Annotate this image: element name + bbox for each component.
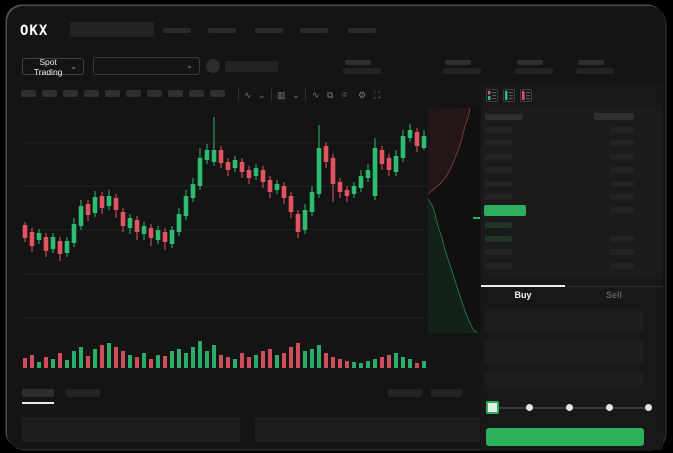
timeframe-button-placeholder[interactable]	[84, 90, 99, 97]
ticker-stat-label-placeholder	[445, 60, 471, 65]
book-view-asks-icon[interactable]	[520, 89, 532, 102]
candle-type-icon[interactable]: ▥	[277, 90, 286, 100]
slider-stop[interactable]	[645, 404, 652, 411]
ask-price-placeholder[interactable]	[485, 127, 512, 133]
snapshot-icon[interactable]: ⌾	[342, 90, 348, 100]
buy-tab-indicator	[481, 285, 565, 287]
bid-price-placeholder[interactable]	[485, 222, 512, 228]
chevron-down-icon[interactable]: ⌄	[292, 90, 300, 100]
book-view-combined-icon[interactable]	[486, 89, 498, 102]
nav-item-placeholder[interactable]	[348, 28, 376, 33]
pair-selector-dropdown[interactable]: ⌄	[93, 57, 200, 75]
pair-name-placeholder	[225, 61, 278, 72]
bottom-panel-placeholder	[22, 417, 240, 442]
ask-amount-placeholder	[610, 181, 634, 187]
tab-divider	[565, 286, 663, 287]
indicator-icon[interactable]: ∿	[312, 90, 320, 100]
ask-amount-placeholder	[610, 127, 634, 133]
bottom-tab-placeholder[interactable]	[66, 389, 100, 397]
ask-price-placeholder[interactable]	[485, 140, 512, 146]
book-header-price-placeholder	[485, 114, 523, 120]
coin-avatar[interactable]	[206, 59, 220, 73]
compare-icon[interactable]: ⧉	[327, 90, 334, 100]
toolbar-divider	[305, 89, 306, 100]
ticker-stat-label-placeholder	[578, 60, 604, 65]
last-price-badge[interactable]	[484, 205, 526, 216]
ticker-stat-label-placeholder	[345, 60, 371, 65]
tab-buy[interactable]: Buy	[514, 290, 532, 300]
ticker-stat-value-placeholder	[576, 68, 614, 74]
ask-price-placeholder[interactable]	[485, 154, 512, 160]
bottom-action-placeholder[interactable]	[431, 389, 462, 397]
okx-logo[interactable]: OKX	[20, 23, 49, 39]
amount-slider-handle[interactable]	[486, 401, 499, 414]
bid-amount-placeholder	[610, 236, 634, 242]
chevron-down-icon[interactable]: ⌄	[258, 90, 266, 100]
bid-price-placeholder[interactable]	[485, 236, 512, 242]
chevron-down-icon: ⌄	[70, 61, 77, 71]
slider-stop[interactable]	[606, 404, 613, 411]
slider-stop[interactable]	[566, 404, 573, 411]
ask-price-placeholder[interactable]	[485, 181, 512, 187]
nav-item-placeholder[interactable]	[163, 28, 191, 33]
bid-price-placeholder[interactable]	[485, 249, 512, 255]
bottom-tab-placeholder[interactable]	[22, 389, 54, 397]
total-input-placeholder[interactable]	[485, 371, 643, 387]
buy-submit-button[interactable]	[486, 428, 644, 446]
ask-price-placeholder[interactable]	[485, 194, 512, 200]
slider-stop[interactable]	[526, 404, 533, 411]
price-input-placeholder[interactable]	[485, 311, 643, 333]
ask-amount-placeholder	[610, 154, 634, 160]
ask-amount-placeholder	[610, 167, 634, 173]
nav-item-placeholder[interactable]	[300, 28, 328, 33]
fullscreen-icon[interactable]: ⛶	[374, 90, 381, 100]
ask-price-placeholder[interactable]	[485, 167, 512, 173]
ticker-stat-value-placeholder	[515, 68, 553, 74]
timeframe-button-placeholder[interactable]	[63, 90, 78, 97]
ticker-stat-label-placeholder	[517, 60, 543, 65]
timeframe-button-placeholder[interactable]	[105, 90, 120, 97]
market-type-label: Spot Trading	[33, 56, 63, 77]
ask-amount-placeholder	[610, 194, 634, 200]
bid-amount-placeholder	[610, 263, 634, 269]
toolbar-divider	[271, 89, 272, 100]
ticker-stat-value-placeholder	[343, 68, 381, 74]
timeframe-button-placeholder[interactable]	[189, 90, 204, 97]
bottom-action-placeholder[interactable]	[388, 389, 422, 397]
timeframe-button-placeholder[interactable]	[168, 90, 183, 97]
book-view-bids-icon[interactable]	[503, 89, 515, 102]
timeframe-button-placeholder[interactable]	[42, 90, 57, 97]
nav-item-placeholder[interactable]	[208, 28, 236, 33]
tab-sell[interactable]: Sell	[605, 290, 622, 300]
bid-amount-placeholder	[610, 249, 634, 255]
market-type-selector[interactable]: Spot Trading ⌄	[22, 56, 84, 77]
nav-item-placeholder[interactable]	[255, 28, 283, 33]
toolbar-divider	[238, 89, 239, 100]
timeframe-button-placeholder[interactable]	[210, 90, 225, 97]
bottom-tab-active-indicator	[22, 402, 54, 404]
settings-gear-icon[interactable]: ⚙	[358, 90, 367, 100]
timeframe-button-placeholder[interactable]	[21, 90, 36, 97]
search-placeholder[interactable]	[70, 22, 154, 37]
ask-amount-placeholder	[610, 140, 634, 146]
amount-input-placeholder[interactable]	[485, 339, 643, 365]
chevron-down-icon: ⌄	[186, 61, 193, 70]
last-amount-placeholder	[610, 207, 634, 213]
bottom-panel-placeholder	[255, 417, 480, 442]
timeframe-button-placeholder[interactable]	[126, 90, 141, 97]
timeframe-button-placeholder[interactable]	[147, 90, 162, 97]
book-header-amount-placeholder	[594, 113, 634, 120]
bid-price-placeholder[interactable]	[485, 263, 512, 269]
ticker-stat-value-placeholder	[443, 68, 481, 74]
line-style-icon[interactable]: ∿	[244, 90, 252, 100]
